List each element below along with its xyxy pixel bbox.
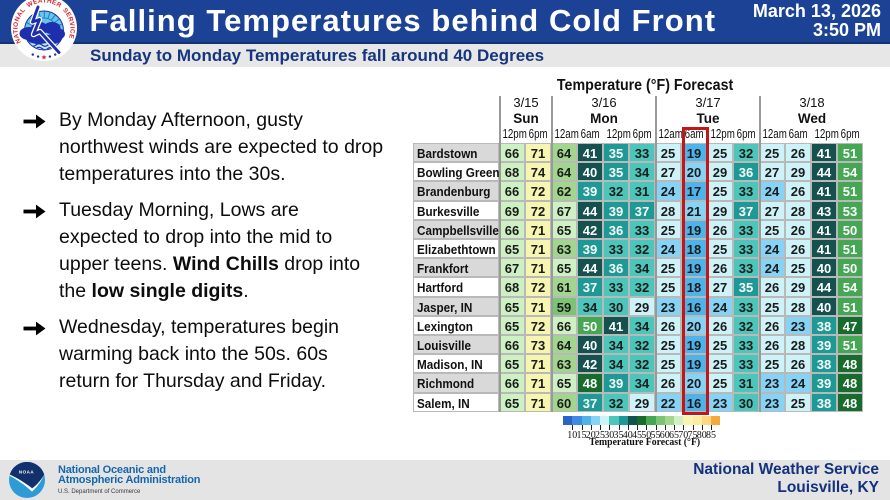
svg-text:★: ★ — [40, 53, 46, 61]
svg-text:NOAA: NOAA — [19, 469, 34, 474]
